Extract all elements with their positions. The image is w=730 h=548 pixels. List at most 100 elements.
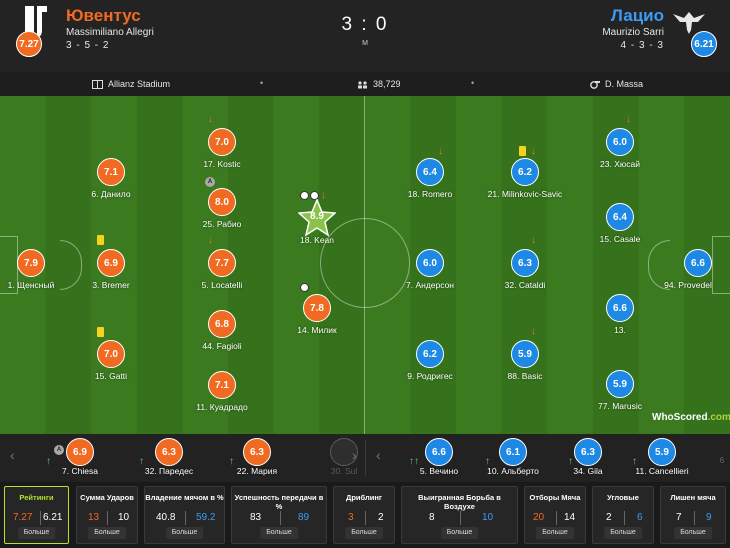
player-name: 15. Casale bbox=[599, 234, 641, 244]
juventus-crest-icon[interactable] bbox=[22, 4, 50, 40]
player-name: 15. Gatti bbox=[94, 371, 128, 381]
stat-home-value: 3 bbox=[348, 512, 354, 523]
whistle-icon bbox=[590, 80, 600, 89]
stat-more-button[interactable]: Больше bbox=[88, 527, 126, 539]
player-rating: 6.4 bbox=[606, 203, 634, 231]
player-name: 3. Bremer bbox=[92, 280, 130, 290]
player-name: 22. Мария bbox=[236, 466, 278, 476]
pitch: 7.9 1. Щенсный 7.1 6. Данило 6.9 3. Brem… bbox=[0, 96, 730, 434]
player-name: 34. Gila bbox=[573, 466, 603, 476]
player-rating: 5.9 bbox=[511, 340, 539, 368]
away-formation: 4 - 3 - 3 bbox=[620, 40, 664, 51]
stat-pass-accuracy[interactable]: Успешность передачи в % 83 89 Больше bbox=[231, 486, 327, 544]
yellow-card-icon bbox=[97, 235, 104, 245]
player-name: 88. Basic bbox=[507, 371, 543, 381]
stat-away-value: 2 bbox=[378, 512, 384, 523]
stat-corners[interactable]: Угловые 2 6 Больше bbox=[592, 486, 654, 544]
stat-more-button[interactable]: Больше bbox=[674, 527, 712, 539]
stat-title: Успешность передачи в % bbox=[234, 493, 324, 511]
match-score: 3 : 0 bbox=[341, 14, 389, 35]
away-coach: Maurizio Sarri bbox=[602, 27, 664, 38]
match-header: 7.27 Ювентус Massimiliano Allegri 3 - 5 … bbox=[0, 0, 730, 72]
sub-off-arrow-icon: ↓ bbox=[208, 114, 213, 125]
stat-aerials-won[interactable]: Выигранная Борьба в Воздухе 8 10 Больше bbox=[401, 486, 518, 544]
player-name: 25. Рабио bbox=[202, 219, 242, 229]
player-name: 6 bbox=[719, 455, 725, 465]
player-name: 44. Fagioli bbox=[202, 341, 242, 351]
sub-on-arrow-icon: ↑ bbox=[632, 456, 637, 467]
player-name: 13. bbox=[614, 325, 626, 335]
stat-away-value: 59.2 bbox=[196, 512, 216, 523]
stat-dispossessed[interactable]: Лишен мяча 7 9 Больше bbox=[660, 486, 726, 544]
sub-off-arrow-icon: ↓ bbox=[438, 146, 443, 157]
player-rating: 6.4 bbox=[416, 158, 444, 186]
stat-tackles[interactable]: Отборы Мяча 20 14 Больше bbox=[524, 486, 586, 544]
player-rating: 6.6 bbox=[425, 438, 453, 466]
player-name: 9. Родригес bbox=[407, 371, 453, 381]
away-team-name[interactable]: Лацио bbox=[610, 6, 664, 25]
player-rating: 7.8 bbox=[303, 294, 331, 322]
bench-prev-away-icon[interactable]: ‹ bbox=[376, 447, 381, 463]
stat-more-button[interactable]: Больше bbox=[536, 527, 574, 539]
player-name: 17. Kostic bbox=[203, 159, 241, 169]
stat-away-value: 9 bbox=[706, 512, 712, 523]
player-name: 5. Locatelli bbox=[201, 280, 243, 290]
away-team-rating: 6.21 bbox=[691, 31, 717, 57]
player-rating: 6.9 bbox=[66, 438, 94, 466]
sub-off-arrow-icon: ↓ bbox=[626, 114, 631, 125]
home-formation: 3 - 5 - 2 bbox=[66, 40, 110, 51]
stat-total-shots[interactable]: Сумма Ударов 13 10 Больше bbox=[76, 486, 138, 544]
lazio-eagle-crest-icon[interactable] bbox=[672, 8, 706, 36]
sub-off-arrow-icon: ↓ bbox=[208, 235, 213, 246]
player-rating: 6.1 bbox=[499, 438, 527, 466]
player-rating: 7.0 bbox=[97, 340, 125, 368]
bench-divider bbox=[365, 440, 366, 476]
match-info-bar: Allianz Stadium • 38,729 • D. Massa bbox=[0, 72, 730, 96]
player-rating: 7.9 bbox=[17, 249, 45, 277]
player-rating: 5.9 bbox=[606, 370, 634, 398]
player-rating: 6.2 bbox=[416, 340, 444, 368]
stat-home-value: 2 bbox=[606, 512, 612, 523]
player-rating: 7.1 bbox=[208, 371, 236, 399]
bench-prev-home-icon[interactable]: ‹ bbox=[10, 447, 15, 463]
stat-more-button[interactable]: Больше bbox=[440, 527, 479, 539]
player-rating: 6.3 bbox=[511, 249, 539, 277]
player-rating: 6.3 bbox=[574, 438, 602, 466]
player-name: 32. Cataldi bbox=[504, 280, 546, 290]
stat-divider bbox=[365, 511, 366, 525]
player-name: 94. Provedel bbox=[664, 280, 712, 290]
stat-more-button[interactable]: Больше bbox=[260, 527, 298, 539]
home-team-name[interactable]: Ювентус bbox=[66, 6, 141, 25]
stat-divider bbox=[460, 511, 461, 525]
sub-on-arrow-icon: ↑ bbox=[139, 456, 144, 467]
player-name: 11. Куадрадо bbox=[196, 402, 248, 412]
stat-more-button[interactable]: Больше bbox=[345, 527, 383, 539]
stat-more-button[interactable]: Больше bbox=[17, 527, 56, 539]
player-rating: 6.6 bbox=[684, 249, 712, 277]
stat-away-value: 14 bbox=[564, 512, 576, 523]
stadium-name: Allianz Stadium bbox=[108, 79, 171, 89]
yellow-card-icon bbox=[519, 146, 526, 156]
player-rating: 5.9 bbox=[648, 438, 676, 466]
stat-possession[interactable]: Владение мячом в % 40.8 59.2 Больше bbox=[144, 486, 225, 544]
player-name: 10. Альберто bbox=[487, 466, 539, 476]
goal-ball-icon bbox=[300, 283, 309, 292]
bench-next-home-icon[interactable]: › bbox=[352, 447, 357, 463]
sub-on-arrow-icon: ↑ bbox=[46, 456, 51, 467]
stat-ratings[interactable]: Рейтинги 7.27 6.21 Больше bbox=[4, 486, 69, 544]
stadium-icon bbox=[92, 79, 103, 89]
referee-info: D. Massa bbox=[590, 79, 643, 89]
goal-ball-icon bbox=[310, 191, 319, 200]
player-rating: 6.3 bbox=[243, 438, 271, 466]
stat-away-value: 6 bbox=[637, 512, 643, 523]
stat-dribbles[interactable]: Дриблинг 3 2 Больше bbox=[333, 486, 395, 544]
man-of-the-match-star-icon bbox=[298, 199, 336, 237]
stat-title: Сумма Ударов bbox=[80, 493, 134, 502]
stat-home-value: 40.8 bbox=[156, 512, 176, 523]
stat-more-button[interactable]: Больше bbox=[165, 527, 204, 539]
stat-more-button[interactable]: Больше bbox=[604, 527, 642, 539]
stadium-info: Allianz Stadium bbox=[92, 79, 170, 89]
crowd-icon bbox=[358, 80, 367, 88]
sub-off-arrow-icon: ↓ bbox=[531, 326, 536, 337]
player-rating: 6.0 bbox=[606, 128, 634, 156]
